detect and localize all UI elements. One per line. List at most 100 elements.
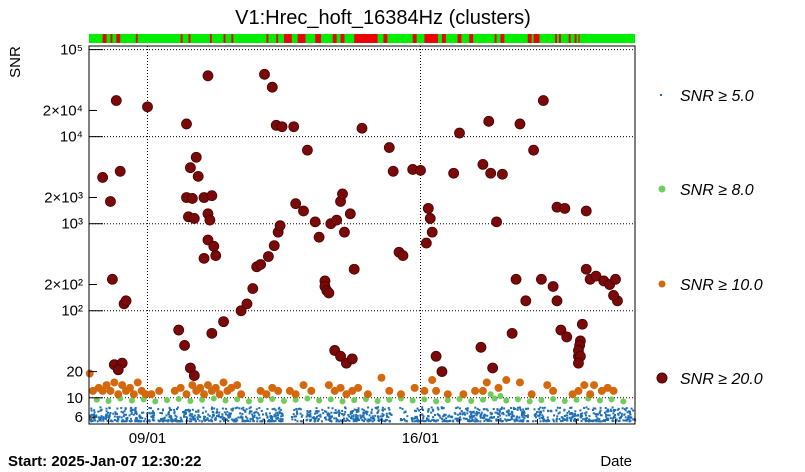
- snr-5-point: [99, 406, 102, 409]
- snr-5-point: [171, 420, 174, 423]
- snr-5-point: [523, 411, 526, 414]
- snr-5-point: [273, 407, 276, 410]
- snr-5-point: [106, 419, 109, 422]
- y-tick-label: 20: [66, 364, 83, 381]
- snr-5-point: [159, 412, 162, 415]
- legend-marker: [658, 185, 666, 193]
- snr-5-point: [595, 413, 598, 416]
- snr-10-point: [494, 383, 503, 392]
- snr-5-point: [313, 420, 316, 423]
- snr-5-point: [338, 414, 341, 417]
- snr-5-point: [614, 409, 617, 412]
- snr-5-point: [628, 416, 631, 419]
- snr-20-point: [520, 295, 532, 307]
- legend-marker: [660, 94, 662, 96]
- snr-5-point: [588, 415, 591, 418]
- snr-5-point: [173, 408, 176, 411]
- snr-5-point: [489, 411, 492, 414]
- snr-5-point: [238, 407, 241, 410]
- snr-5-point: [433, 413, 436, 416]
- snr-5-point: [170, 417, 173, 420]
- snr-5-point: [312, 417, 315, 420]
- snr-5-point: [471, 416, 474, 419]
- snr-5-point: [364, 418, 367, 421]
- snr-8-point: [515, 396, 521, 403]
- status-bar-bad-segment: [574, 34, 577, 43]
- status-bar-bad-segment: [276, 34, 279, 43]
- snr-5-point: [411, 419, 414, 422]
- snr-5-point: [139, 415, 142, 418]
- snr-5-point: [308, 414, 311, 417]
- snr-5-point: [130, 411, 133, 414]
- snr-20-point: [424, 213, 436, 224]
- snr-5-point: [306, 414, 309, 417]
- snr-5-point: [260, 409, 263, 412]
- snr-8-point: [561, 397, 568, 404]
- snr-5-point: [360, 416, 363, 419]
- snr-5-point: [245, 408, 248, 411]
- snr-8-point: [234, 396, 241, 403]
- snr-5-point: [225, 407, 228, 410]
- snr-5-point: [385, 412, 388, 415]
- snr-5-point: [252, 415, 255, 418]
- snr-10-point: [215, 390, 224, 399]
- snr-5-point: [410, 418, 413, 421]
- snr-5-point: [120, 410, 123, 413]
- snr-5-point: [595, 420, 598, 423]
- snr-5-point: [416, 407, 419, 410]
- snr-5-point: [435, 420, 438, 423]
- snr-5-point: [415, 415, 418, 418]
- snr-5-point: [566, 411, 569, 414]
- snr-10-point: [188, 381, 197, 390]
- snr-5-point: [573, 419, 576, 422]
- snr-5-point: [571, 415, 574, 418]
- snr-5-point: [275, 414, 278, 417]
- snr-5-point: [268, 420, 271, 423]
- snr-5-point: [115, 419, 118, 422]
- snr-8-point: [245, 398, 252, 405]
- snr-5-point: [628, 412, 631, 415]
- snr-5-point: [173, 419, 176, 422]
- legend: SNR ≥ 5.0 SNR ≥ 8.0 SNR ≥ 10.0 SNR ≥ 20.0: [656, 88, 763, 388]
- snr-5-point: [326, 414, 329, 417]
- snr-5-point: [250, 410, 253, 413]
- snr-20-point: [288, 121, 300, 133]
- snr-5-point: [491, 417, 494, 420]
- snr-5-point: [93, 411, 96, 414]
- snr-5-point: [500, 406, 503, 409]
- snr-5-point: [613, 410, 616, 413]
- snr-5-point: [143, 420, 146, 423]
- snr-5-point: [357, 410, 360, 413]
- snr-5-point: [309, 418, 312, 421]
- snr-5-point: [236, 419, 239, 422]
- snr-5-point: [321, 408, 324, 411]
- snr-5-point: [273, 420, 276, 423]
- snr-20-point: [335, 350, 346, 362]
- snr-5-point: [581, 418, 584, 421]
- snr-20-point: [339, 226, 350, 238]
- snr-5-point: [186, 419, 189, 422]
- snr-5-point: [110, 419, 113, 422]
- snr-5-point: [423, 420, 426, 423]
- snr-5-point: [316, 411, 319, 414]
- snr-5-point: [545, 420, 548, 423]
- snr-5-point: [105, 417, 108, 420]
- snr-5-point: [265, 413, 268, 416]
- snr-5-point: [451, 416, 454, 419]
- snr-5-point: [184, 412, 187, 415]
- snr-20-point: [485, 167, 497, 179]
- snr-5-point: [624, 416, 627, 419]
- snr-5-point: [599, 414, 602, 417]
- snr-5-point: [444, 420, 447, 423]
- snr-5-point: [357, 407, 360, 410]
- snr-5-point: [533, 414, 536, 417]
- snr-5-point: [403, 411, 406, 414]
- snr-5-point: [327, 406, 330, 409]
- snr-5-point: [473, 414, 476, 417]
- snr-5-point: [114, 412, 117, 415]
- snr-5-point: [233, 420, 236, 423]
- status-bar-bad-segment: [266, 34, 269, 43]
- snr-5-point: [213, 407, 216, 410]
- snr-5-point: [563, 409, 566, 412]
- snr-5-point: [595, 415, 598, 418]
